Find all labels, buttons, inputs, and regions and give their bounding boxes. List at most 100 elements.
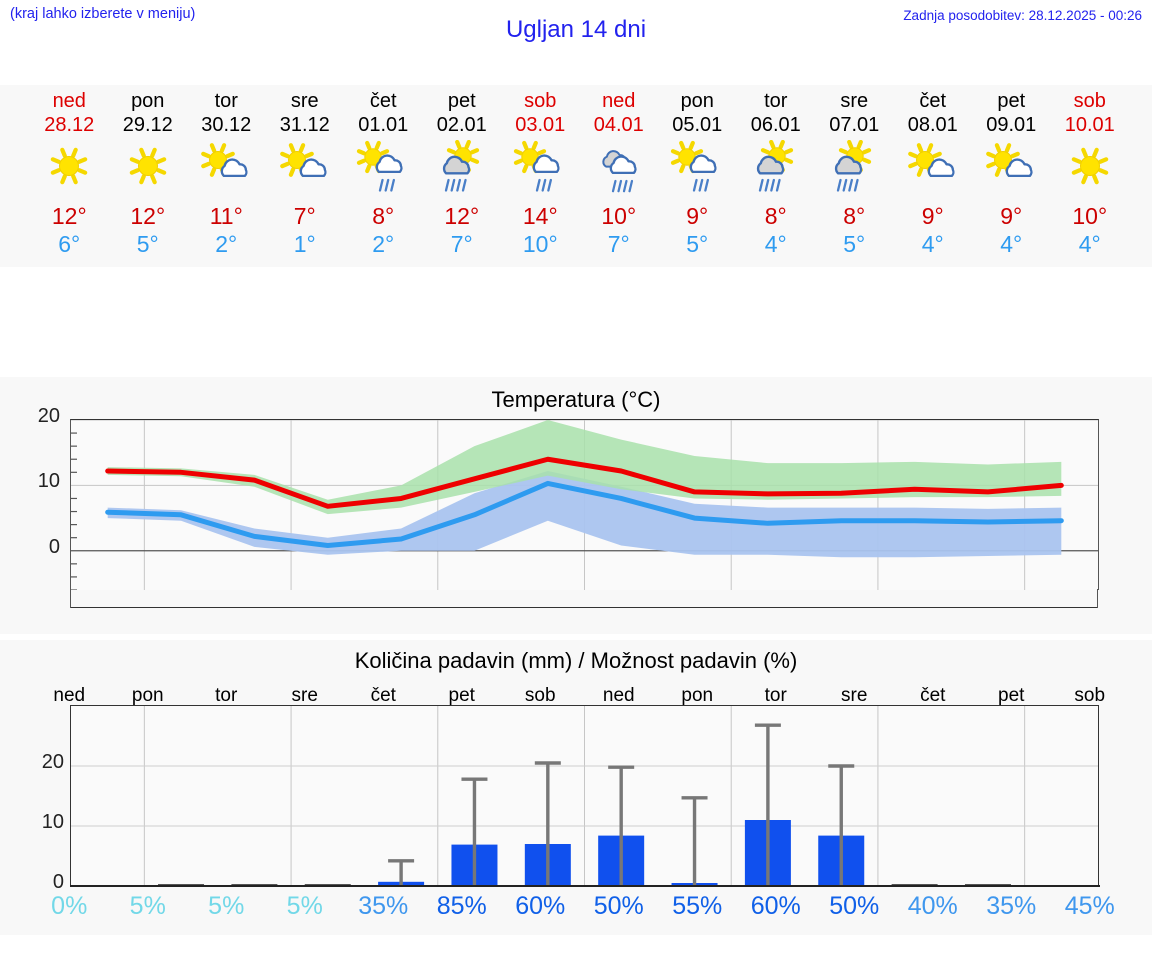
day-name: čet bbox=[919, 90, 947, 112]
day-name: pet bbox=[997, 90, 1026, 112]
temperature-max: 8° bbox=[372, 203, 395, 229]
day-column[interactable]: sob 10.01 10° 4° bbox=[1051, 85, 1130, 267]
precipitation-day-label: pet bbox=[998, 685, 1025, 706]
temperature-max: 9° bbox=[1000, 203, 1023, 229]
temperature-y-tick-label: 20 bbox=[37, 405, 60, 427]
sun-cloud-icon bbox=[193, 140, 259, 196]
precipitation-probability-label: 35% bbox=[358, 892, 409, 920]
temperature-min: 10° bbox=[522, 231, 558, 257]
day-column[interactable]: sre 31.12 7° 1° bbox=[266, 85, 345, 267]
temperature-plot-area bbox=[70, 419, 1099, 590]
precipitation-day-label: tor bbox=[215, 685, 238, 706]
temperature-max: 7° bbox=[293, 203, 316, 229]
day-name: ned bbox=[52, 90, 86, 112]
precipitation-probability-label: 50% bbox=[829, 892, 880, 920]
temperature-y-tick-label: 0 bbox=[48, 535, 60, 558]
precipitation-day-label: sob bbox=[524, 685, 556, 706]
temperature-max: 10° bbox=[601, 203, 637, 229]
day-date: 06.01 bbox=[750, 114, 801, 136]
temperature-min: 5° bbox=[843, 231, 866, 257]
day-column[interactable]: ned 28.12 12° 6° bbox=[30, 85, 109, 267]
precipitation-probability-label: 5% bbox=[208, 892, 245, 920]
day-column[interactable]: ned 04.01 10° 7° bbox=[580, 85, 659, 267]
precipitation-axis-baseline bbox=[70, 885, 1100, 887]
temperature-chart-title: Temperatura (°C) bbox=[491, 387, 661, 412]
temperature-max: 12° bbox=[51, 203, 87, 229]
day-name: pet bbox=[447, 90, 476, 112]
precipitation-probability-label: 60% bbox=[750, 892, 801, 920]
temperature-y-tick-label: 10 bbox=[37, 470, 60, 493]
day-date: 30.12 bbox=[201, 114, 252, 136]
day-date: 28.12 bbox=[44, 114, 95, 136]
day-column[interactable]: pet 09.01 9° 4° bbox=[972, 85, 1051, 267]
precipitation-chart-title: Količina padavin (mm) / Možnost padavin … bbox=[354, 648, 798, 673]
precipitation-probability-label: 55% bbox=[672, 892, 723, 920]
day-date: 07.01 bbox=[829, 114, 880, 136]
precipitation-day-label: sob bbox=[1074, 685, 1106, 706]
precipitation-day-label: pon bbox=[131, 685, 164, 706]
precipitation-series-svg bbox=[71, 706, 1098, 886]
day-name: čet bbox=[369, 90, 397, 112]
day-column[interactable]: sre 07.01 8° 5° bbox=[815, 85, 894, 267]
temperature-max: 12° bbox=[130, 203, 166, 229]
precipitation-y-tick-label: 0 bbox=[52, 871, 64, 893]
precipitation-day-label: pet bbox=[448, 685, 475, 706]
precipitation-probability-label: 35% bbox=[986, 892, 1037, 920]
temperature-min: 4° bbox=[1000, 231, 1023, 257]
day-column[interactable]: tor 06.01 8° 4° bbox=[737, 85, 816, 267]
sun-darkcloud-rain-icon bbox=[429, 140, 495, 196]
temperature-min: 4° bbox=[764, 231, 787, 257]
precipitation-y-tick-label: 20 bbox=[41, 751, 64, 773]
day-date: 10.01 bbox=[1064, 114, 1115, 136]
precipitation-probability-label: 5% bbox=[129, 892, 166, 920]
day-date: 01.01 bbox=[358, 114, 409, 136]
temperature-min: 4° bbox=[921, 231, 944, 257]
day-column[interactable]: pet 02.01 12° 7° bbox=[423, 85, 502, 267]
day-date: 02.01 bbox=[436, 114, 487, 136]
temperature-min: 1° bbox=[293, 231, 316, 257]
daily-forecast-strip: ned 28.12 12° 6° pon 29.12 12° 5° tor 30.12 11° 2° s… bbox=[0, 85, 1152, 267]
day-date: 09.01 bbox=[986, 114, 1037, 136]
day-column[interactable]: tor 30.12 11° 2° bbox=[187, 85, 266, 267]
page-title: Ugljan 14 dni bbox=[505, 16, 647, 43]
temperature-max: 14° bbox=[522, 203, 558, 229]
precipitation-day-label: čet bbox=[370, 685, 396, 706]
precipitation-probability-label: 85% bbox=[436, 892, 487, 920]
day-date: 03.01 bbox=[515, 114, 566, 136]
precipitation-probability-label: 50% bbox=[593, 892, 644, 920]
sun-icon bbox=[36, 140, 102, 196]
day-date: 05.01 bbox=[672, 114, 723, 136]
sun-cloud-icon bbox=[272, 140, 338, 196]
precipitation-plot-area bbox=[70, 705, 1099, 886]
day-name: pon bbox=[680, 90, 714, 112]
precipitation-day-label: sre bbox=[841, 685, 868, 706]
precipitation-day-label: ned bbox=[602, 685, 635, 706]
sun-darkcloud-rain-icon bbox=[743, 140, 809, 196]
temperature-max: 10° bbox=[1072, 203, 1108, 229]
day-name: ned bbox=[602, 90, 636, 112]
day-date: 04.01 bbox=[593, 114, 644, 136]
sun-cloud-rain-icon bbox=[507, 140, 573, 196]
temperature-max: 12° bbox=[444, 203, 480, 229]
temperature-max: 11° bbox=[209, 203, 243, 229]
day-column[interactable]: pon 05.01 9° 5° bbox=[658, 85, 737, 267]
last-update-text: Zadnja posodobitev: 28.12.2025 - 00:26 bbox=[903, 8, 1142, 23]
day-column[interactable]: sob 03.01 14° 10° bbox=[501, 85, 580, 267]
temperature-max: 8° bbox=[764, 203, 787, 229]
sun-cloud-icon bbox=[900, 140, 966, 196]
day-name: tor bbox=[764, 90, 788, 112]
day-date: 31.12 bbox=[279, 114, 330, 136]
precipitation-day-label: ned bbox=[53, 685, 86, 706]
precipitation-day-label: čet bbox=[920, 685, 946, 706]
day-name: pon bbox=[131, 90, 165, 112]
day-column[interactable]: čet 01.01 8° 2° bbox=[344, 85, 423, 267]
day-column[interactable]: pon 29.12 12° 5° bbox=[109, 85, 188, 267]
temperature-axis-bottom bbox=[70, 607, 1098, 608]
sun-darkcloud-rain-icon bbox=[821, 140, 887, 196]
precipitation-chart-section: Količina padavin (mm) / Možnost padavin … bbox=[0, 640, 1152, 935]
day-date: 08.01 bbox=[907, 114, 958, 136]
day-date: 29.12 bbox=[122, 114, 173, 136]
day-column[interactable]: čet 08.01 9° 4° bbox=[894, 85, 973, 267]
temperature-chart-section: Temperatura (°C) © vreme.us & vreme.pro … bbox=[0, 377, 1152, 863]
sun-cloud-rain-icon bbox=[350, 140, 416, 196]
